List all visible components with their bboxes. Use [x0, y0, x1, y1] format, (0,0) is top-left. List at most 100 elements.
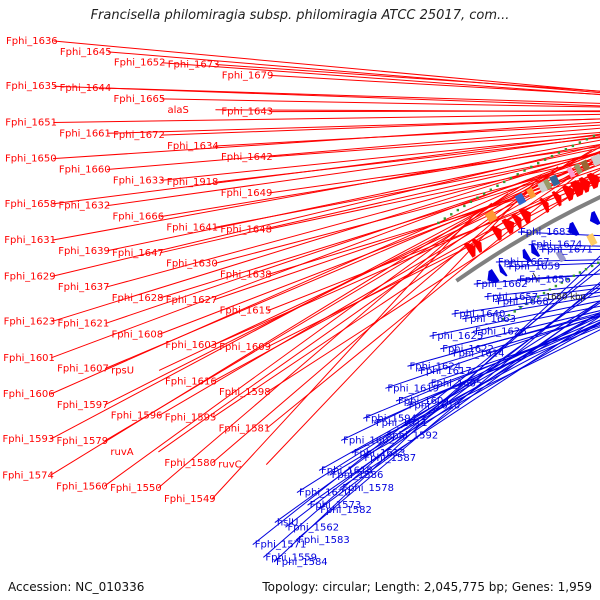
gene-callout-line	[104, 158, 600, 370]
outer-marker	[482, 192, 486, 195]
outer-marker	[437, 221, 440, 225]
gene-callout-line	[429, 300, 600, 337]
gene-label-reverse: Fphi_1620	[299, 488, 351, 499]
function-color-block	[484, 209, 498, 223]
gene-label-forward: Fphi_1550	[110, 483, 162, 494]
function-color-block	[573, 163, 583, 175]
inner-marker	[542, 291, 546, 295]
outer-marker	[496, 184, 499, 187]
outer-marker	[516, 173, 519, 176]
gene-label-reverse: Fphi_1613	[354, 448, 406, 459]
gene-label-forward: Fphi_1560	[56, 481, 108, 492]
gene-label-forward: Fphi_1621	[58, 318, 110, 329]
gene-label-forward: Fphi_1633	[113, 175, 165, 186]
right-callout-lines	[252, 231, 600, 563]
gene-label-forward: Fphi_1579	[56, 436, 108, 447]
outer-marker	[456, 208, 460, 212]
gene-label-forward: rpsU	[111, 365, 134, 376]
inner-marker	[584, 267, 588, 271]
gene-callout-line	[159, 164, 600, 335]
function-color-block	[514, 192, 527, 206]
gene-callout-line	[274, 287, 600, 523]
gene-label-reverse: Fphi_1619	[387, 383, 439, 394]
gene-callout-line	[52, 121, 600, 160]
gene-label-reverse: Fphi_1626	[475, 327, 527, 338]
gene-label-reverse: Fphi_1584	[276, 557, 328, 568]
gene-callout-line	[105, 152, 600, 288]
gene-callout-line	[51, 152, 600, 359]
gene-label-reverse: Fphi_1605	[431, 379, 483, 390]
inner-marker	[525, 302, 528, 306]
forward-gene-arrow	[490, 225, 502, 241]
gene-label-forward: Fphi_1628	[112, 293, 164, 304]
inner-marker	[560, 281, 564, 284]
reverse-gene-arrow	[487, 269, 500, 283]
gene-callout-line	[160, 134, 600, 181]
gene-label-forward: Fphi_1639	[58, 246, 110, 257]
gene-label-forward: Fphi_1580	[164, 458, 216, 469]
inner-marker	[566, 277, 570, 281]
gene-callout-line	[273, 255, 600, 563]
gene-callout-line	[384, 329, 600, 437]
gene-label-reverse: Fphi_1656	[519, 274, 571, 285]
gene-label-reverse: Fphi_1618	[321, 465, 373, 476]
topology-text: Topology: circular; Length: 2,045,775 bp…	[262, 580, 592, 594]
outer-marker	[564, 148, 568, 151]
gene-callout-line	[53, 113, 600, 123]
outer-marker	[523, 169, 526, 172]
inner-marker	[531, 299, 534, 302]
scale-tick-label: 1680 kbp	[546, 292, 586, 302]
gene-label-reverse: Fphi_1671	[541, 244, 593, 255]
gene-label-forward: Fphi_1650	[5, 154, 57, 165]
gene-callout-line	[103, 193, 509, 487]
gene-callout-line	[107, 118, 600, 134]
function-color-block	[543, 178, 553, 190]
gene-label-forward: Fphi_1643	[221, 107, 273, 118]
gene-label-reverse: Fphi_1610	[409, 401, 461, 412]
gene-label-forward: Fphi_1549	[164, 494, 216, 505]
gene-callout-line	[106, 127, 600, 171]
gene-label-forward: alaS	[167, 105, 188, 116]
forward-gene-arrow	[511, 213, 522, 229]
gene-callout-line	[266, 155, 600, 429]
gene-callout-line	[296, 300, 600, 493]
inner-marker	[597, 261, 600, 264]
gene-callout-line	[157, 202, 493, 489]
forward-gene-arrow	[570, 180, 585, 198]
gene-callout-line	[107, 87, 600, 104]
gene-callout-line	[161, 118, 600, 136]
gene-callout-line	[52, 139, 600, 241]
gene-label-forward: Fphi_1652	[114, 58, 166, 69]
gene-callout-line	[53, 40, 600, 92]
outer-marker	[550, 154, 554, 158]
gene-label-forward: Fphi_1638	[220, 270, 272, 281]
gene-callout-line	[211, 212, 477, 500]
gene-label-forward: Fphi_1574	[2, 470, 54, 481]
gene-callout-line	[105, 155, 600, 324]
gene-label-reverse: Fphi_1594	[365, 413, 417, 424]
gene-callout-line	[269, 74, 600, 95]
gene-callout-line	[52, 133, 600, 205]
gene-label-forward: Fphi_1666	[112, 212, 164, 223]
gene-label-forward: Fphi_1627	[166, 295, 218, 306]
feature-tracks	[437, 131, 600, 321]
gene-callout-line	[268, 132, 600, 158]
function-color-block	[586, 233, 598, 247]
outer-marker	[469, 200, 473, 203]
gene-callout-line	[107, 51, 600, 94]
scale-ticks: 1680 kbp1700 kbp1720 kbp1740 kbp1760 kbp…	[532, 272, 586, 302]
gene-label-reverse: Fphi_1583	[298, 535, 350, 546]
gene-callout-line	[440, 310, 600, 350]
forward-gene-arrow	[539, 197, 550, 213]
gene-label-forward: Fphi_1595	[165, 413, 217, 424]
gene-label-reverse: Fphi_1659	[509, 262, 561, 273]
gene-label-forward: Fphi_1649	[221, 188, 273, 199]
gene-label-reverse: Fphi_1624	[409, 361, 461, 372]
gene-label-forward: Fphi_1601	[3, 353, 55, 364]
gene-label-reverse: Fphi_1562	[287, 522, 339, 533]
reverse-gene-arrow	[522, 248, 532, 262]
accession-text: Accession: NC_010336	[8, 580, 145, 594]
outer-marker	[557, 151, 561, 154]
gene-label-forward: Fphi_1609	[219, 342, 271, 353]
